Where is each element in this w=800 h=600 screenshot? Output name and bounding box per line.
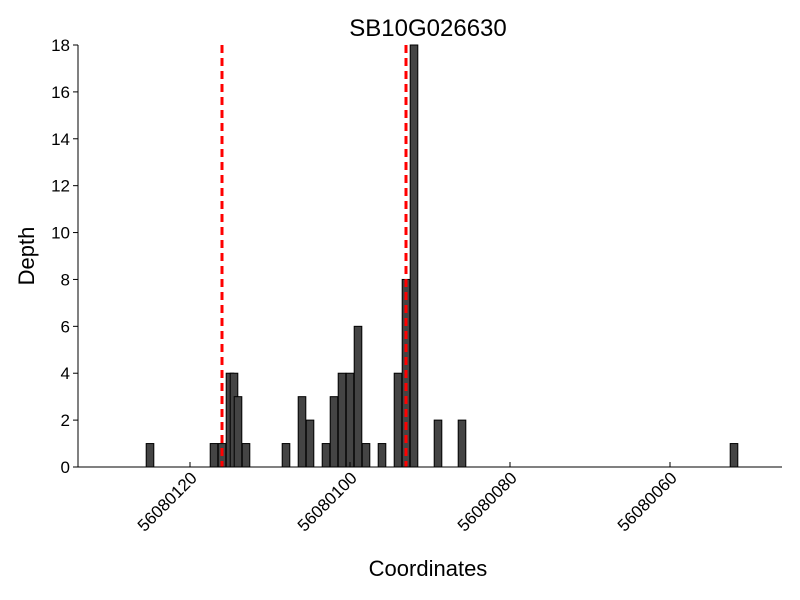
y-tick-label: 18 <box>51 36 70 55</box>
x-ticks-group: 56080120 56080100 56080080 56080060 <box>134 462 681 535</box>
depth-bar <box>337 372 347 468</box>
depth-bar <box>393 372 403 468</box>
depth-bar <box>729 443 739 468</box>
x-tick-label: 56080080 <box>454 468 521 535</box>
depth-bar <box>209 443 219 468</box>
y-tick-label: 2 <box>61 411 70 430</box>
depth-bar <box>145 443 155 468</box>
depth-bar <box>281 443 291 468</box>
depth-bar <box>361 443 371 468</box>
y-axis-title: Depth <box>14 227 39 286</box>
y-tick-label: 14 <box>51 130 70 149</box>
x-axis-title: Coordinates <box>369 556 488 581</box>
x-tick-label: 56080100 <box>294 468 361 535</box>
y-tick-label: 16 <box>51 83 70 102</box>
y-tick-label: 4 <box>61 364 70 383</box>
x-tick-label: 56080120 <box>134 468 201 535</box>
x-tick-label: 56080060 <box>614 468 681 535</box>
y-tick-label: 10 <box>51 224 70 243</box>
depth-bar <box>233 396 243 468</box>
y-ticks-group: 0 2 4 6 8 10 12 14 16 18 <box>51 36 78 477</box>
depth-bar <box>305 419 315 468</box>
reference-lines-group <box>220 45 408 467</box>
depth-bar <box>377 443 387 468</box>
depth-bar <box>321 443 331 468</box>
y-tick-label: 8 <box>61 270 70 289</box>
depth-bar <box>297 396 307 468</box>
depth-bar <box>433 419 443 468</box>
depth-bar <box>329 396 339 468</box>
axes-group <box>77 45 782 468</box>
chart-title: SB10G026630 <box>349 15 506 42</box>
depth-bar <box>353 325 363 468</box>
y-tick-label: 12 <box>51 177 70 196</box>
depth-bar <box>457 419 467 468</box>
bars-group <box>145 44 739 468</box>
y-tick-label: 6 <box>61 317 70 336</box>
y-tick-label: 0 <box>61 458 70 477</box>
depth-bar <box>345 372 355 468</box>
depth-bar <box>241 443 251 468</box>
depth-bar <box>409 44 419 468</box>
